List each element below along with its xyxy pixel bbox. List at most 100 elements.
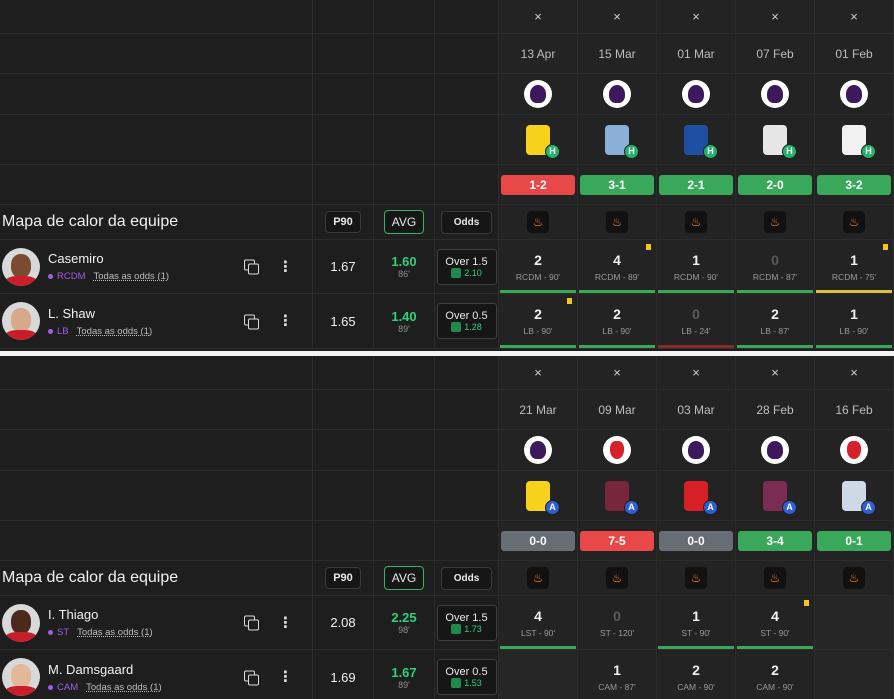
player-match-cell[interactable]: 4 LST - 90' — [499, 596, 578, 650]
player-match-cell[interactable]: 2 RCDM - 90' — [499, 240, 578, 294]
player-match-cell[interactable]: 2 CAM - 90' — [657, 650, 736, 699]
player-name[interactable]: I. Thiago — [48, 607, 99, 622]
player-match-cell[interactable]: 0 ST - 120' — [578, 596, 657, 650]
odds-line: Over 0.5 — [445, 310, 488, 322]
match-score[interactable]: 3-2 — [817, 174, 891, 195]
odds-box[interactable]: Over 1.5 2.10 — [436, 248, 497, 285]
avg-button[interactable]: AVG — [383, 210, 425, 234]
match-stat-value: 4 — [771, 607, 779, 624]
match-date: 01 Feb — [835, 46, 873, 61]
player-position: LB — [57, 325, 69, 337]
opponent-crest-icon: A — [842, 480, 876, 515]
player-match-cell[interactable]: 4 RCDM - 89' — [578, 240, 657, 294]
odds-button[interactable]: Odds — [440, 210, 493, 234]
player-name[interactable]: L. Shaw — [48, 305, 95, 321]
more-options-icon[interactable]: ⋮ — [278, 312, 293, 330]
heatmap-cell: ♨ — [736, 205, 815, 240]
player-avatar — [2, 247, 40, 286]
avg-value: 1.40 — [391, 308, 417, 324]
match-score[interactable]: 7-5 — [580, 530, 654, 551]
match-date: 13 Apr — [520, 46, 556, 61]
fire-icon[interactable]: ♨ — [843, 211, 865, 233]
copy-icon[interactable] — [244, 670, 259, 685]
fire-icon[interactable]: ♨ — [685, 211, 707, 233]
remove-match-button[interactable]: × — [613, 365, 621, 380]
player-name[interactable]: Casemiro — [48, 251, 104, 266]
fire-icon[interactable]: ♨ — [764, 211, 786, 233]
more-options-icon[interactable]: ⋮ — [278, 614, 293, 631]
fire-icon[interactable]: ♨ — [606, 211, 628, 233]
p90-button[interactable]: P90 — [325, 567, 361, 589]
player-match-cell[interactable]: 1 RCDM - 90' — [657, 240, 736, 294]
match-score[interactable]: 1-2 — [501, 174, 575, 195]
match-score[interactable]: 0-0 — [501, 530, 575, 551]
player-face — [11, 308, 31, 332]
fire-icon[interactable]: ♨ — [843, 567, 865, 589]
header-spacer — [374, 390, 435, 430]
player-match-cell[interactable]: 1 RCDM - 75' — [815, 240, 894, 294]
player-match-cell[interactable]: 1 CAM - 87' — [578, 650, 657, 699]
match-score[interactable]: 0-0 — [659, 530, 733, 551]
player-match-cell[interactable]: 0 RCDM - 87' — [736, 240, 815, 294]
player-cell[interactable]: M. Damsgaard CAM Todas as odds (1) ⋮ — [0, 650, 313, 699]
player-name[interactable]: M. Damsgaard — [48, 661, 134, 677]
minutes-bar — [658, 646, 734, 649]
fire-icon[interactable]: ♨ — [527, 211, 549, 233]
opponent-crest-icon: H — [684, 124, 718, 159]
match-score[interactable]: 2-0 — [738, 174, 812, 195]
odds-button[interactable]: Odds — [440, 566, 493, 590]
more-options-icon[interactable]: ⋮ — [278, 258, 293, 275]
player-match-cell[interactable]: 1 ST - 90' — [657, 596, 736, 650]
remove-match-button[interactable]: × — [850, 365, 858, 380]
all-odds-link[interactable]: Todas as odds (1) — [86, 681, 162, 693]
player-cell[interactable]: L. Shaw LB Todas as odds (1) ⋮ — [0, 294, 313, 349]
remove-match-button[interactable]: × — [692, 365, 700, 380]
player-cell[interactable]: I. Thiago ST Todas as odds (1) ⋮ — [0, 596, 313, 650]
heatmap-cell: ♨ — [499, 561, 578, 596]
player-match-cell[interactable]: 1 LB - 90' — [815, 294, 894, 349]
header-spacer — [435, 165, 499, 205]
header-spacer — [0, 430, 313, 471]
all-odds-link[interactable]: Todas as odds (1) — [93, 271, 170, 282]
p90-button[interactable]: P90 — [325, 211, 361, 233]
player-match-cell[interactable]: 2 LB - 90' — [578, 294, 657, 349]
fire-icon[interactable]: ♨ — [527, 567, 549, 589]
remove-match-button[interactable]: × — [613, 9, 621, 24]
player-match-cell[interactable]: 4 ST - 90' — [736, 596, 815, 650]
match-score[interactable]: 2-1 — [659, 174, 733, 195]
odds-box[interactable]: Over 0.5 1.28 — [436, 303, 497, 339]
copy-icon[interactable] — [244, 314, 259, 329]
more-options-icon[interactable]: ⋮ — [278, 668, 293, 686]
home-badge: H — [703, 143, 718, 159]
opponent-crest-icon: A — [763, 480, 797, 515]
fire-icon[interactable]: ♨ — [685, 567, 707, 589]
match-score[interactable]: 3-1 — [580, 174, 654, 195]
match-score[interactable]: 0-1 — [817, 530, 891, 551]
all-odds-link[interactable]: Todas as odds (1) — [76, 325, 153, 337]
p90-header: P90 — [313, 561, 374, 596]
odds-box[interactable]: Over 1.5 1.73 — [436, 604, 497, 641]
fire-icon[interactable]: ♨ — [764, 567, 786, 589]
home-badge: H — [545, 143, 560, 159]
copy-icon[interactable] — [244, 615, 259, 631]
copy-icon[interactable] — [244, 259, 259, 275]
player-match-cell[interactable]: 2 LB - 87' — [736, 294, 815, 349]
fire-icon[interactable]: ♨ — [606, 567, 628, 589]
match-column-header: × — [657, 0, 736, 34]
remove-match-button[interactable]: × — [850, 9, 858, 24]
avg-button[interactable]: AVG — [383, 566, 425, 590]
player-match-cell[interactable]: 2 LB - 90' — [499, 294, 578, 349]
remove-match-button[interactable]: × — [534, 365, 542, 380]
player-match-cell[interactable]: 0 LB - 24' — [657, 294, 736, 349]
remove-match-button[interactable]: × — [534, 9, 542, 24]
remove-match-button[interactable]: × — [692, 9, 700, 24]
player-cell[interactable]: Casemiro RCDM Todas as odds (1) ⋮ — [0, 240, 313, 294]
odds-box[interactable]: Over 0.5 1.53 — [436, 659, 497, 695]
opponent-crest-icon: H — [605, 124, 639, 159]
remove-match-button[interactable]: × — [771, 365, 779, 380]
match-column-header: × — [578, 0, 657, 34]
player-match-cell[interactable]: 2 CAM - 90' — [736, 650, 815, 699]
all-odds-link[interactable]: Todas as odds (1) — [77, 627, 153, 638]
match-score[interactable]: 3-4 — [738, 530, 812, 551]
remove-match-button[interactable]: × — [771, 9, 779, 24]
